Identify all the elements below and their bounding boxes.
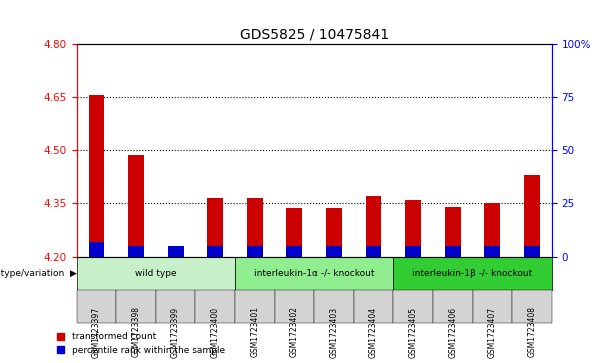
Text: GSM1723404: GSM1723404 xyxy=(369,306,378,358)
Bar xyxy=(326,208,342,257)
Text: GSM1723406: GSM1723406 xyxy=(448,306,457,358)
Bar xyxy=(445,246,460,257)
FancyBboxPatch shape xyxy=(275,290,314,323)
Text: GSM1723401: GSM1723401 xyxy=(250,306,259,358)
FancyBboxPatch shape xyxy=(196,290,235,323)
FancyBboxPatch shape xyxy=(394,257,552,290)
Text: interleukin-1β -/- knockout: interleukin-1β -/- knockout xyxy=(413,269,533,278)
Bar xyxy=(524,175,540,257)
Bar xyxy=(405,246,421,257)
FancyBboxPatch shape xyxy=(77,290,116,323)
Bar xyxy=(326,246,342,257)
Text: GSM1723405: GSM1723405 xyxy=(409,306,417,358)
Bar xyxy=(168,246,183,257)
Bar xyxy=(365,196,381,257)
Bar xyxy=(207,246,223,257)
Bar xyxy=(88,242,104,257)
FancyBboxPatch shape xyxy=(354,290,394,323)
Text: interleukin-1α -/- knockout: interleukin-1α -/- knockout xyxy=(254,269,375,278)
Bar xyxy=(445,207,460,257)
Bar xyxy=(365,246,381,257)
Bar xyxy=(405,200,421,257)
FancyBboxPatch shape xyxy=(156,290,196,323)
Bar xyxy=(247,246,263,257)
Text: GSM1723400: GSM1723400 xyxy=(211,306,219,358)
Text: GSM1723408: GSM1723408 xyxy=(527,306,536,358)
FancyBboxPatch shape xyxy=(433,290,473,323)
Text: wild type: wild type xyxy=(135,269,177,278)
Text: genotype/variation  ▶: genotype/variation ▶ xyxy=(0,269,77,278)
Bar xyxy=(207,198,223,257)
Text: GSM1723399: GSM1723399 xyxy=(171,306,180,358)
Text: GSM1723407: GSM1723407 xyxy=(488,306,497,358)
Legend: transformed count, percentile rank within the sample: transformed count, percentile rank withi… xyxy=(53,329,229,359)
FancyBboxPatch shape xyxy=(235,290,275,323)
Text: GSM1723402: GSM1723402 xyxy=(290,306,299,358)
FancyBboxPatch shape xyxy=(116,290,156,323)
Bar xyxy=(247,198,263,257)
Text: GSM1723397: GSM1723397 xyxy=(92,306,101,358)
Text: GSM1723403: GSM1723403 xyxy=(329,306,338,358)
Bar xyxy=(484,246,500,257)
Title: GDS5825 / 10475841: GDS5825 / 10475841 xyxy=(240,27,389,41)
Text: GSM1723398: GSM1723398 xyxy=(132,306,140,358)
FancyBboxPatch shape xyxy=(314,290,354,323)
Bar xyxy=(286,208,302,257)
Bar xyxy=(128,246,144,257)
Bar xyxy=(88,95,104,257)
FancyBboxPatch shape xyxy=(77,257,235,290)
Bar xyxy=(168,249,183,257)
FancyBboxPatch shape xyxy=(394,290,433,323)
Bar xyxy=(484,203,500,257)
FancyBboxPatch shape xyxy=(512,290,552,323)
Bar xyxy=(286,246,302,257)
FancyBboxPatch shape xyxy=(235,257,394,290)
Bar xyxy=(128,155,144,257)
FancyBboxPatch shape xyxy=(473,290,512,323)
Bar xyxy=(524,246,540,257)
